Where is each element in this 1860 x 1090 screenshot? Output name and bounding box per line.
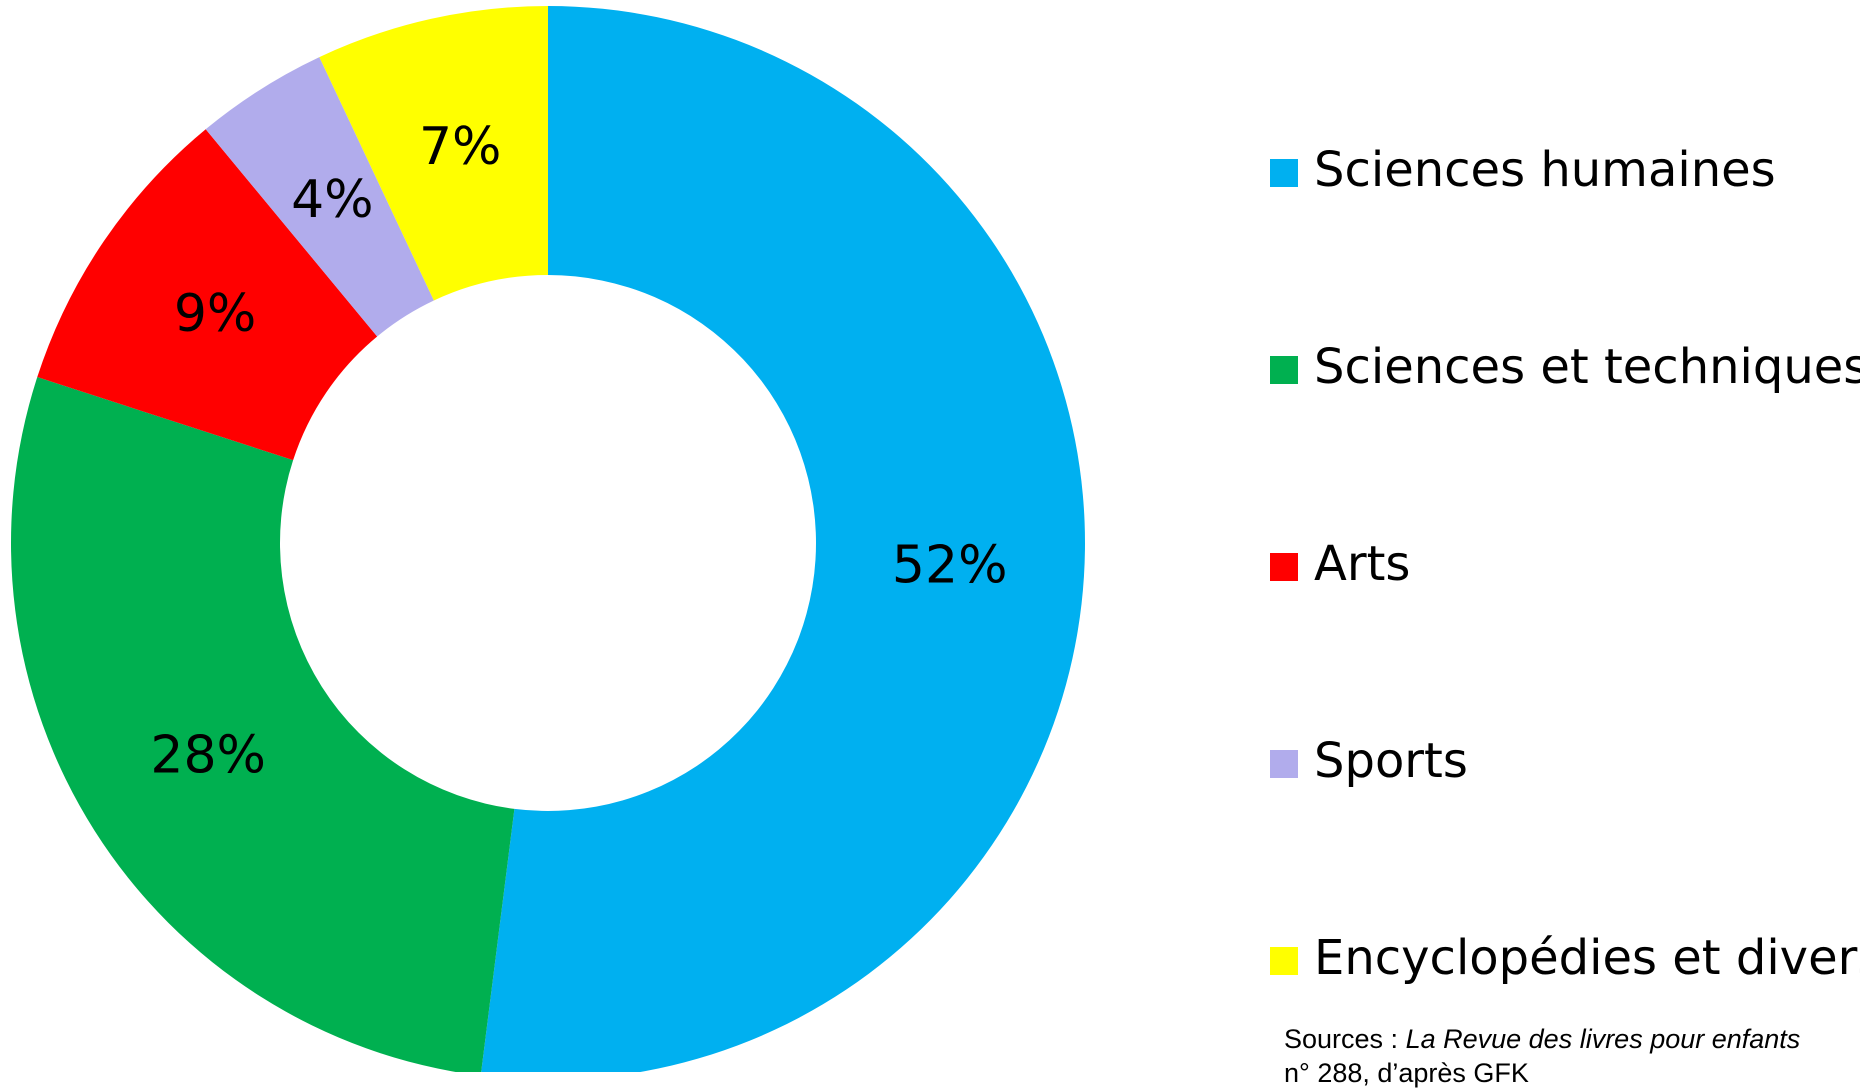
- legend-swatch: [1270, 947, 1298, 975]
- slice: [205, 57, 434, 337]
- data-label: 52%: [892, 535, 1008, 595]
- legend-swatch: [1270, 750, 1298, 778]
- legend-label: Arts: [1314, 536, 1410, 592]
- source-prefix: Sources :: [1284, 1024, 1399, 1054]
- source-note: Sources : La Revue des livres pour enfan…: [1284, 1022, 1804, 1090]
- slice: [319, 6, 548, 301]
- legend-swatch: [1270, 159, 1298, 187]
- legend-label: Encyclopédies et divers: [1314, 930, 1860, 986]
- data-label: 28%: [150, 726, 266, 786]
- legend-label: Sports: [1314, 733, 1468, 789]
- source-suffix: n° 288, d’après GFK: [1284, 1058, 1529, 1088]
- legend-label: Sciences et techniques: [1314, 339, 1860, 395]
- data-label: 7%: [419, 117, 502, 177]
- slice: [481, 6, 1085, 1072]
- slice: [37, 129, 378, 461]
- legend-label: Sciences humaines: [1314, 142, 1776, 198]
- legend-swatch: [1270, 553, 1298, 581]
- data-label: 4%: [291, 170, 374, 230]
- slice: [11, 377, 515, 1072]
- legend-swatch: [1270, 356, 1298, 384]
- source-title: La Revue des livres pour enfants: [1405, 1024, 1801, 1054]
- data-label: 9%: [174, 284, 257, 344]
